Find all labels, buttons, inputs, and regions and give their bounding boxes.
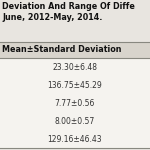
Text: 8.00±0.57: 8.00±0.57 <box>55 117 95 126</box>
Text: Mean±Standard Deviation: Mean±Standard Deviation <box>2 45 122 54</box>
Text: June, 2012-May, 2014.: June, 2012-May, 2014. <box>2 13 102 22</box>
Text: 129.16±46.43: 129.16±46.43 <box>48 135 102 144</box>
Text: 23.30±6.48: 23.30±6.48 <box>52 63 98 72</box>
Bar <box>0 42 150 148</box>
Text: 7.77±0.56: 7.77±0.56 <box>55 99 95 108</box>
Text: Deviation And Range Of Diffe: Deviation And Range Of Diffe <box>2 2 135 11</box>
Text: 136.75±45.29: 136.75±45.29 <box>48 81 102 90</box>
Bar <box>0 42 150 58</box>
